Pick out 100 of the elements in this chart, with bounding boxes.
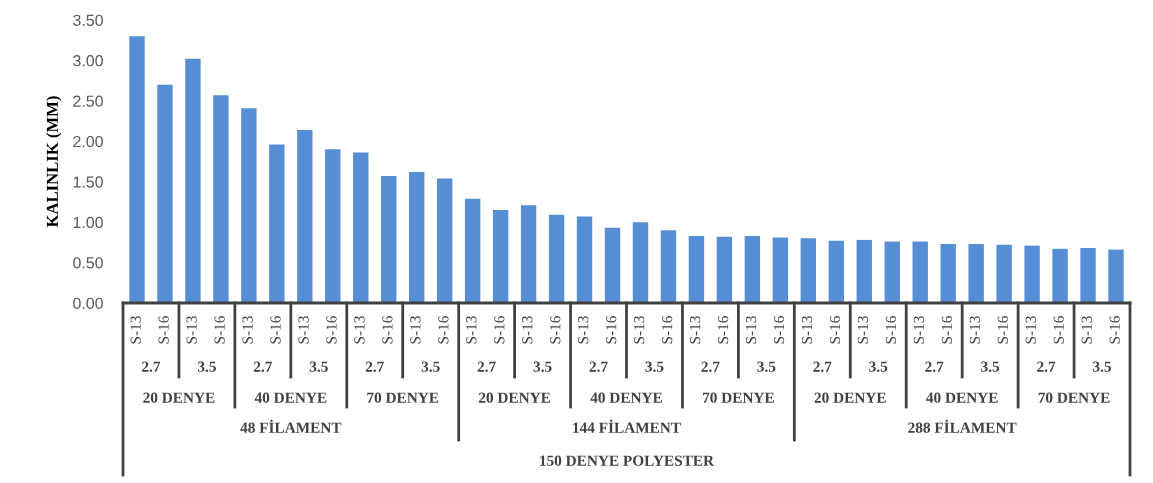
y-tick-label: 1.00 <box>73 216 103 229</box>
bar <box>996 244 1012 303</box>
bar <box>269 144 285 303</box>
bar <box>353 152 369 303</box>
bar <box>297 129 313 303</box>
x-tick-label: S-13 <box>522 316 533 344</box>
x-tick-label: S-13 <box>689 316 701 344</box>
text: 3.5 <box>421 361 440 372</box>
text: 3.5 <box>981 361 1000 372</box>
text: 2.7 <box>925 361 944 372</box>
text: 3.5 <box>197 361 216 372</box>
bar <box>1052 248 1068 303</box>
x-tick-label: S-16 <box>214 316 225 344</box>
bar <box>772 237 789 303</box>
x-tick-label: S-13 <box>242 316 253 344</box>
x-tick-label: S-16 <box>382 316 393 344</box>
text: 40 DENYE <box>254 392 327 403</box>
text: 40 DENYE <box>590 392 663 403</box>
y-tick-label: 2.50 <box>73 95 103 107</box>
x-tick-label: S-16 <box>270 316 281 344</box>
x-tick-label: S-16 <box>941 316 952 344</box>
text: 3.5 <box>309 361 328 372</box>
text: 3.5 <box>645 361 664 372</box>
x-tick-label: S-13 <box>578 316 589 344</box>
x-tick-label: S-13 <box>410 316 421 344</box>
text: 150 DENYE POLYESTER <box>540 455 715 466</box>
bar <box>1024 245 1040 303</box>
x-tick-label: S-13 <box>801 316 813 344</box>
x-tick-label: S-16 <box>997 316 1008 344</box>
bar <box>157 84 173 303</box>
x-tick-label: S-13 <box>354 316 365 344</box>
bar <box>436 178 453 303</box>
bar <box>632 222 649 303</box>
bar <box>576 216 593 303</box>
x-tick-label: S-13 <box>298 316 309 344</box>
bar <box>185 58 201 303</box>
bar <box>884 241 900 303</box>
bar <box>604 227 621 303</box>
text: 3.5 <box>757 361 776 372</box>
text: 2.7 <box>477 361 496 372</box>
bar <box>129 36 145 303</box>
x-tick-label: S-16 <box>1109 316 1120 344</box>
x-tick-label: S-13 <box>634 316 645 344</box>
bar <box>464 198 481 303</box>
y-tick-label: 0.50 <box>73 257 103 269</box>
x-tick-label: S-16 <box>326 316 337 344</box>
x-tick-label: S-13 <box>1081 316 1092 344</box>
y-tick-label: 3.50 <box>73 14 103 26</box>
bar <box>968 243 984 303</box>
x-tick-label: S-16 <box>606 316 617 344</box>
x-tick-label: S-13 <box>1025 316 1036 344</box>
x-tick-label: S-13 <box>857 316 869 344</box>
bar <box>856 239 872 303</box>
bar <box>688 235 705 303</box>
text: 2.7 <box>1037 361 1056 372</box>
bar <box>520 205 537 303</box>
text: 20 DENYE <box>143 392 215 403</box>
bar <box>548 214 565 303</box>
text: 2.7 <box>365 361 384 372</box>
text: 2.7 <box>701 361 720 372</box>
x-tick-label: S-16 <box>662 316 673 344</box>
bar <box>940 243 956 303</box>
x-tick-label: S-16 <box>158 316 169 344</box>
text: 3.5 <box>533 361 552 372</box>
text: 48 FİLAMENT <box>240 419 342 433</box>
x-tick-label: S-13 <box>186 316 197 344</box>
bar <box>325 149 341 303</box>
bar <box>409 172 425 303</box>
y-axis-title: KALINLIK (MM) <box>46 96 62 228</box>
y-tick-label: 2.00 <box>73 135 103 148</box>
bar <box>1108 249 1124 303</box>
x-tick-label: S-13 <box>466 316 477 344</box>
x-tick-label: S-16 <box>1053 316 1064 344</box>
text: 20 DENYE <box>814 392 886 403</box>
text: 2.7 <box>589 361 608 372</box>
text: 2.7 <box>253 361 273 372</box>
text: 2.7 <box>813 361 832 372</box>
text: 144 FİLAMENT <box>573 419 681 433</box>
y-tick-label: 0.00 <box>73 297 103 309</box>
x-tick-label: S-13 <box>913 316 925 344</box>
text: 70 DENYE <box>702 392 774 403</box>
x-tick-label: S-16 <box>829 316 841 344</box>
text: 2.7 <box>142 361 161 372</box>
x-tick-label: S-16 <box>717 316 729 344</box>
bar <box>213 95 229 303</box>
bar <box>716 236 733 303</box>
bar <box>912 241 928 303</box>
x-tick-label: S-13 <box>969 316 980 344</box>
bar <box>744 235 761 303</box>
text: 70 DENYE <box>367 392 439 403</box>
x-tick-label: S-16 <box>494 316 505 344</box>
y-tick-label: 1.50 <box>73 176 103 188</box>
text: 288 FİLAMENT <box>908 419 1017 433</box>
x-tick-label: S-16 <box>773 316 785 344</box>
bar <box>800 238 817 303</box>
text: 70 DENYE <box>1038 392 1110 403</box>
y-tick-label: 3.00 <box>73 55 103 67</box>
x-tick-label: S-16 <box>550 316 561 344</box>
x-tick-label: S-16 <box>438 316 449 344</box>
text: 3.5 <box>1093 361 1112 372</box>
